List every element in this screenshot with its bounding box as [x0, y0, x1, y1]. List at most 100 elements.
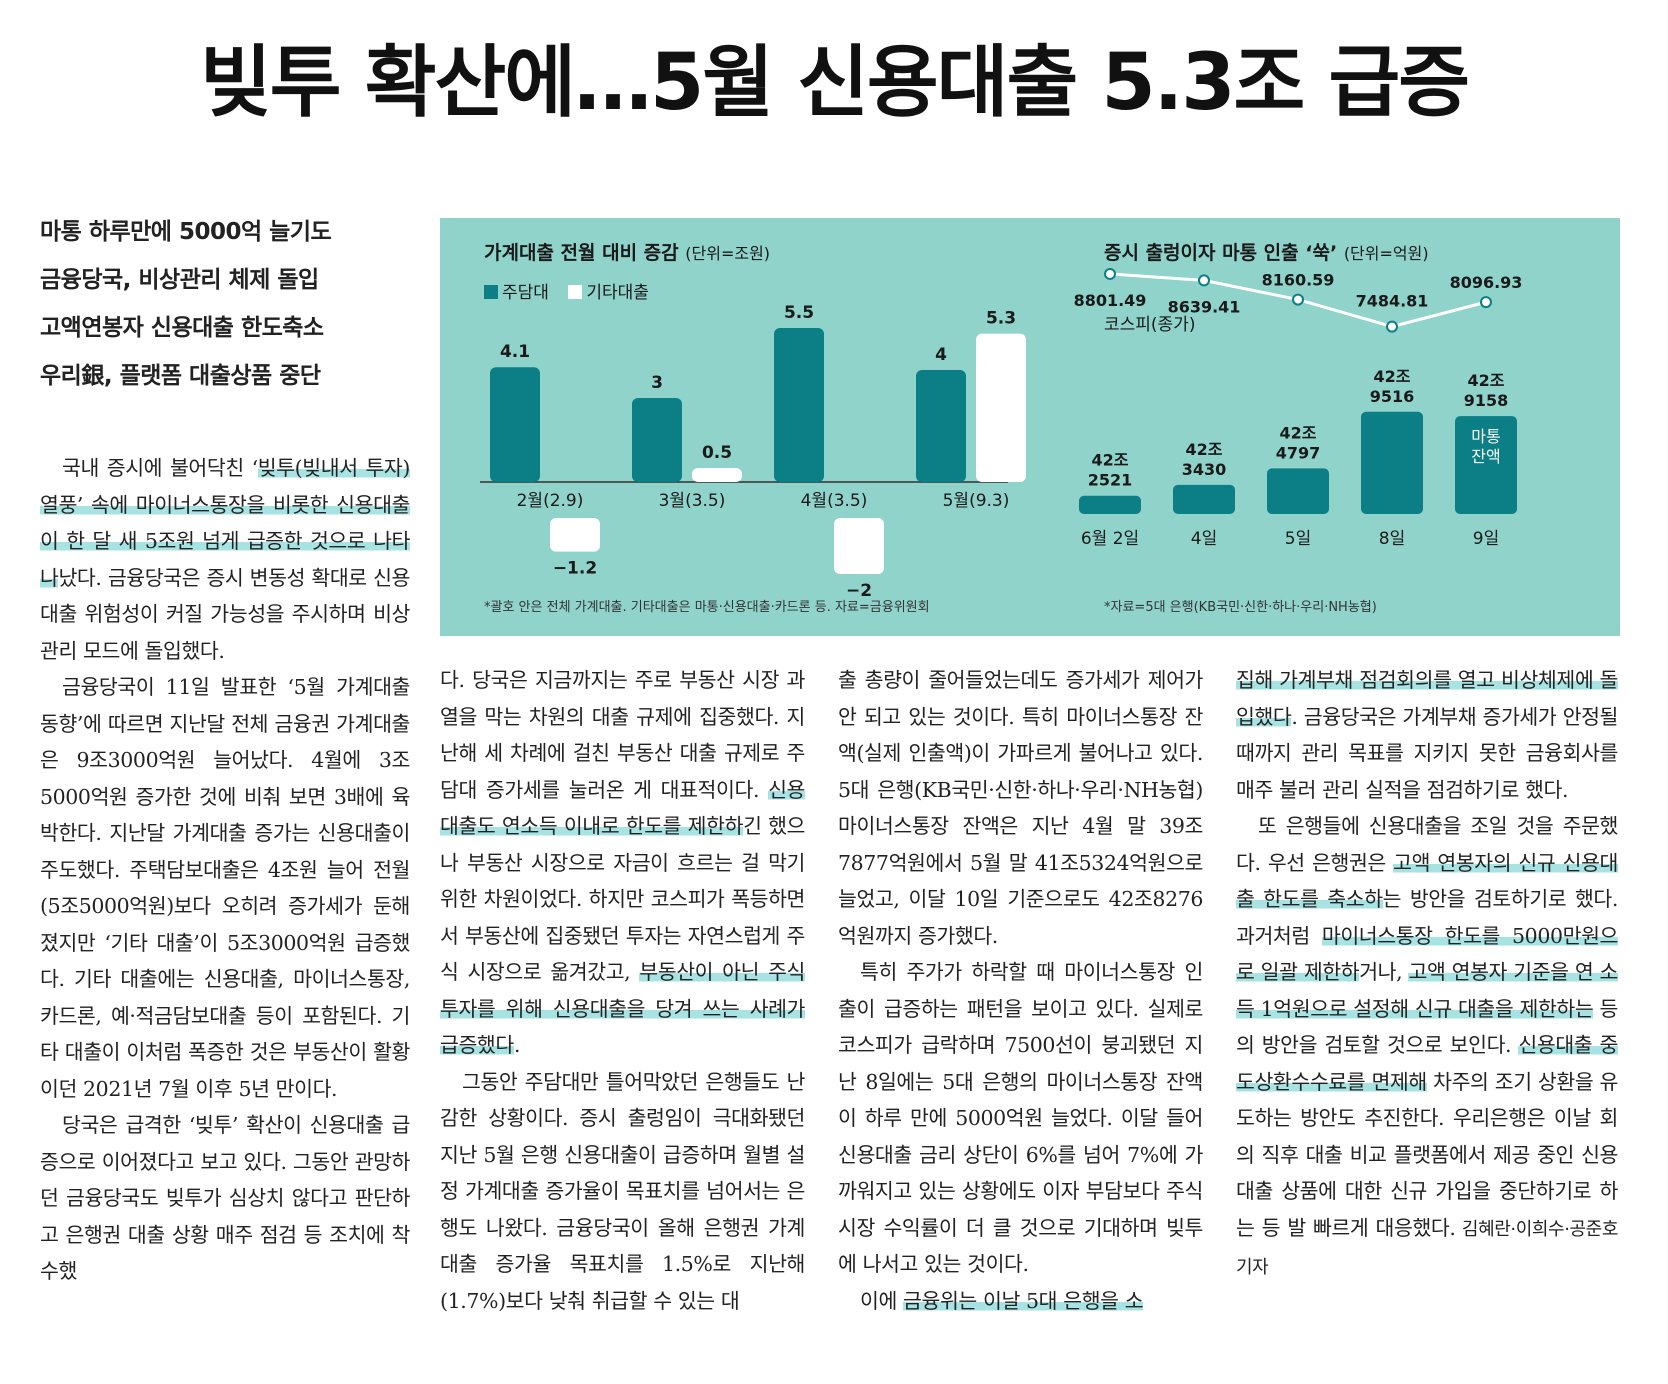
subheadings: 마통 하루만에 5000억 늘기도 금융당국, 비상관리 체제 돌입 고액연봉자…	[40, 208, 420, 400]
bar-mortgage	[774, 328, 824, 482]
text-run: 당국은 급격한 ‘빚투’ 확산이 신용대출 급증으로 이어졌다고 보고 있다. …	[40, 1113, 410, 1283]
data-label: 42조	[1374, 367, 1411, 386]
chart-title-margin-loans: 증시 출렁이자 마통 인출 ‘쑥’ (단위=억원)	[1104, 242, 1429, 264]
data-label: 0.5	[702, 443, 732, 463]
text-run: 국내 증시에 불어닥친 ‘	[62, 456, 258, 480]
x-tick-label: 9일	[1473, 529, 1499, 549]
data-label: 8160.59	[1262, 271, 1335, 290]
legend-label-mortgage: 주담대	[502, 283, 549, 303]
highlighted-text: 금융위는 이날 5대 은행을 소	[903, 1288, 1144, 1313]
chart-note-right: *자료=5대 은행(KB국민·신한·하나·우리·NH농협)	[1104, 600, 1377, 615]
bar-tag-label: 잔액	[1471, 447, 1500, 466]
byline: 김혜란·이희수·공준호 기자	[1236, 1218, 1619, 1279]
x-tick-label: 4월(3.5)	[801, 491, 868, 511]
data-label: 8801.49	[1074, 291, 1147, 310]
text-run: 는 방안을 검토하기로 했다. 과거처럼	[1236, 887, 1619, 948]
x-tick-label: 5일	[1285, 529, 1311, 549]
bar-other-loans	[692, 468, 742, 482]
bar-margin-balance	[1173, 484, 1235, 514]
bar-tag-label: 마통	[1471, 427, 1500, 446]
data-label: 42조	[1186, 440, 1223, 459]
legend-swatch-mortgage	[484, 285, 498, 299]
article-paragraph: 금융당국이 11일 발표한 ‘5월 가계대출 동향’에 따르면 지난달 전체 금…	[40, 669, 410, 1107]
text-run: 났다. 금융당국은 증시 변동성 확대로 신용대출 위험성이 커질 가능성을 주…	[40, 565, 410, 663]
bar-margin-balance	[1455, 416, 1517, 514]
data-label: 4797	[1276, 443, 1321, 462]
data-label: 8639.41	[1168, 297, 1241, 316]
chart-note-left: *괄호 안은 전체 가계대출. 기타대출은 마통·신용대출·카드론 등. 자료=…	[484, 600, 930, 615]
text-run: 긴 했으나 부동산 시장으로 자금이 흐르는 걸 막기 위한 차원이었다. 하지…	[440, 814, 805, 984]
kospi-point	[1480, 296, 1492, 309]
bar-mortgage	[916, 370, 966, 482]
household-loan-bar-chart: 2월(2.9) 4.1 −1.2 3월(3.5) 3 0.5 4월(3.5) 5.5 −2 5월(…	[480, 303, 1026, 601]
data-label: 3430	[1182, 460, 1227, 479]
subheading: 마통 하루만에 5000억 늘기도	[40, 219, 332, 245]
data-label: −1.2	[553, 559, 597, 579]
x-tick-label: 2월(2.9)	[517, 491, 584, 511]
bar-other-loans	[834, 518, 884, 574]
x-tick-label: 3월(3.5)	[659, 491, 726, 511]
bar-other-loans	[976, 333, 1026, 482]
chart-legend: 주담대 기타대출	[484, 278, 649, 303]
article-paragraph: 국내 증시에 불어닥친 ‘빚투(빚내서 투자) 열풍’ 속에 마이너스통장을 비…	[40, 450, 410, 669]
text-run: .	[513, 1033, 521, 1057]
x-tick-label: 8일	[1379, 529, 1405, 549]
bar-other-loans	[550, 518, 600, 552]
article-paragraph: 특히 주가가 하락할 때 마이너스통장 인출이 급증하는 패턴을 보이고 있다.…	[838, 954, 1203, 1283]
legend-label-other: 기타대출	[586, 283, 649, 303]
article-column-4: 집해 가계부채 점검회의를 열고 비상체제에 돌입했다. 금융당국은 가계부채 …	[1236, 662, 1618, 1287]
kospi-point	[1292, 293, 1304, 306]
text-run: 금융당국이 11일 발표한 ‘5월 가계대출 동향’에 따르면 지난달 전체 금…	[40, 675, 410, 1101]
kospi-point	[1198, 274, 1210, 287]
data-label: −2	[846, 581, 872, 601]
data-label: 9158	[1464, 391, 1509, 410]
subheading: 우리銀, 플랫폼 대출상품 중단	[40, 363, 321, 389]
text-run: 이에	[860, 1288, 904, 1313]
bar-margin-balance	[1079, 495, 1141, 514]
data-label: 42조	[1092, 451, 1129, 470]
x-tick-label: 5월(9.3)	[943, 491, 1010, 511]
data-label: 7484.81	[1356, 292, 1429, 311]
subheading: 고액연봉자 신용대출 한도축소	[40, 315, 324, 341]
data-label: 4.1	[500, 342, 530, 362]
text-run: 그동안 주담대만 틀어막았던 은행들도 난감한 상황이다. 증시 출렁임이 극대…	[440, 1069, 805, 1313]
text-run: 차주의 조기 상환을 유도하는 방안도 추진한다. 우리은행은 이날 회의 직후…	[1236, 1069, 1619, 1240]
headline: 빚투 확산에…5월 신용대출 5.3조 급증	[200, 38, 1470, 128]
article-paragraph: 집해 가계부채 점검회의를 열고 비상체제에 돌입했다. 금융당국은 가계부채 …	[1236, 662, 1618, 808]
article-paragraph: 다. 당국은 지금까지는 주로 부동산 시장 과열을 막는 차원의 대출 규제에…	[440, 662, 805, 1064]
bar-margin-balance	[1267, 468, 1329, 514]
article-column-1: 국내 증시에 불어닥친 ‘빚투(빚내서 투자) 열풍’ 속에 마이너스통장을 비…	[40, 450, 410, 1290]
article-column-3: 출 총량이 줄어들었는데도 증가세가 제어가 안 되고 있는 것이다. 특히 마…	[838, 662, 1203, 1319]
kospi-point	[1104, 267, 1116, 280]
data-label: 4	[935, 345, 947, 365]
text-run: 거나,	[1359, 960, 1409, 984]
infographic-box: 가계대출 전월 대비 증감 (단위=조원) 주담대 기타대출 2월(2.9) 4.…	[440, 218, 1620, 636]
text-run: 출 총량이 줄어들었는데도 증가세가 제어가 안 되고 있는 것이다. 특히 마…	[838, 668, 1203, 948]
text-run: . 금융당국은 가계부채 증가세가 안정될 때까지 관리 목표를 지키지 못한 …	[1236, 704, 1618, 802]
data-label: 2521	[1088, 471, 1133, 490]
legend-swatch-other	[568, 285, 583, 299]
data-label: 5.3	[986, 309, 1016, 329]
article-paragraph: 그동안 주담대만 틀어막았던 은행들도 난감한 상황이다. 증시 출렁임이 극대…	[440, 1064, 805, 1320]
article-column-2: 다. 당국은 지금까지는 주로 부동산 시장 과열을 막는 차원의 대출 규제에…	[440, 662, 805, 1319]
kospi-series-label: 코스피(종가)	[1104, 315, 1195, 335]
data-label: 9516	[1370, 387, 1415, 406]
article-paragraph: 출 총량이 줄어들었는데도 증가세가 제어가 안 되고 있는 것이다. 특히 마…	[838, 662, 1203, 954]
article-paragraph: 이에 금융위는 이날 5대 은행을 소	[838, 1283, 1203, 1320]
data-label: 3	[651, 373, 663, 393]
kospi-point	[1386, 320, 1398, 333]
text-run: 특히 주가가 하락할 때 마이너스통장 인출이 급증하는 패턴을 보이고 있다.…	[838, 960, 1203, 1276]
subheading: 금융당국, 비상관리 체제 돌입	[40, 267, 319, 293]
article-paragraph: 당국은 급격한 ‘빚투’ 확산이 신용대출 급증으로 이어졌다고 보고 있다. …	[40, 1107, 410, 1290]
bar-mortgage	[490, 367, 540, 482]
data-label: 8096.93	[1450, 273, 1523, 292]
x-tick-label: 4일	[1191, 529, 1217, 549]
data-label: 42조	[1280, 423, 1317, 442]
data-label: 5.5	[784, 303, 814, 323]
text-run: 등의 방안을 검토할 것으로 보인다.	[1236, 996, 1618, 1058]
bar-margin-balance	[1361, 411, 1423, 514]
text-run: 또 은행들에 신용대출을 조일 것을 주문했다. 우선 은행권은	[1236, 814, 1618, 875]
chart-title-household-loans: 가계대출 전월 대비 증감 (단위=조원)	[484, 242, 771, 264]
x-tick-label: 6월 2일	[1081, 529, 1139, 549]
